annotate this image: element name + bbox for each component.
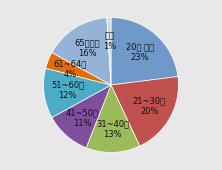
Text: 41~50세
11%: 41~50세 11% xyxy=(65,108,99,128)
Wedge shape xyxy=(52,85,111,148)
Wedge shape xyxy=(111,18,178,85)
Wedge shape xyxy=(44,68,111,117)
Text: 65세이상
16%: 65세이상 16% xyxy=(75,38,100,58)
Text: 31~40세
13%: 31~40세 13% xyxy=(96,119,129,139)
Wedge shape xyxy=(107,18,111,85)
Wedge shape xyxy=(52,18,111,85)
Wedge shape xyxy=(46,53,111,85)
Text: 20세 이하
23%: 20세 이하 23% xyxy=(126,42,154,62)
Wedge shape xyxy=(86,85,140,152)
Text: 61~64세
4%: 61~64세 4% xyxy=(54,59,87,79)
Text: 불명
1%: 불명 1% xyxy=(103,31,116,51)
Wedge shape xyxy=(111,76,178,146)
Text: 51~60세
12%: 51~60세 12% xyxy=(51,81,84,100)
Text: 21~30세
20%: 21~30세 20% xyxy=(133,96,166,116)
